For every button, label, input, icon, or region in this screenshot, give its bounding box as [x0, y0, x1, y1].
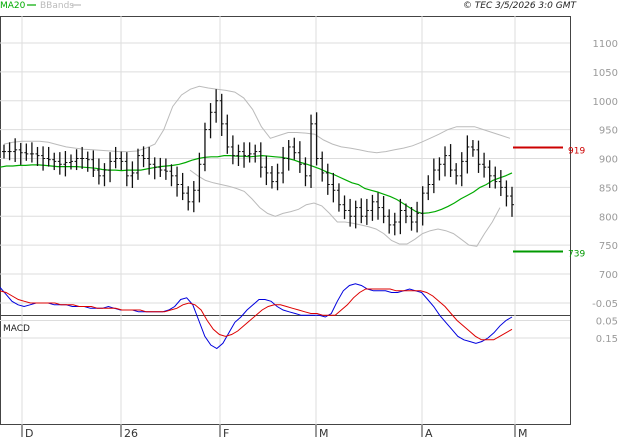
price-tick-label: 1100 [593, 39, 618, 50]
price-tick-label: 1050 [593, 68, 618, 79]
price-tick-label: 950 [599, 126, 618, 137]
bb-upper-line [3, 85, 511, 154]
bb-lower-line [189, 169, 501, 247]
x-tick-label: D [25, 427, 33, 440]
macd-tick-label: 0.05 [596, 317, 618, 328]
bbands-legend: BBands [40, 1, 74, 11]
price-tick-label: 900 [599, 155, 618, 166]
x-tick-label: M [319, 427, 329, 440]
chart-frame: D 26 F M A M [0, 16, 571, 440]
x-tick-label: F [223, 427, 229, 440]
macd-title: MACD [3, 324, 30, 334]
price-tick-label: 750 [599, 241, 618, 252]
price-panel: 700 750 800 850 900 950 1000 1050 1100 919 739 [0, 39, 618, 281]
signal-line [0, 288, 513, 341]
ma20-legend: MA20 [0, 1, 26, 11]
macd-tick-label: 0.15 [596, 334, 618, 345]
price-tick-label: 800 [599, 212, 618, 223]
price-tick-label: 850 [599, 183, 618, 194]
macd-line [0, 283, 513, 350]
ma20-line [0, 154, 513, 215]
price-tick-label: 700 [599, 270, 618, 281]
macd-tick-label: -0.05 [592, 299, 618, 310]
price-tick-label: 1000 [593, 97, 618, 108]
x-tick-label: A [425, 427, 433, 440]
macd-panel: 0.15 0.05 -0.05 [0, 283, 618, 350]
x-tick-label: M [518, 427, 528, 440]
resistance-label: 919 [568, 147, 585, 157]
x-tick-label: 26 [124, 427, 138, 440]
copyright-text: © TEC 3/5/2026 3:0 GMT [463, 1, 578, 11]
support-label: 739 [568, 249, 585, 259]
plot-border [0, 16, 571, 425]
